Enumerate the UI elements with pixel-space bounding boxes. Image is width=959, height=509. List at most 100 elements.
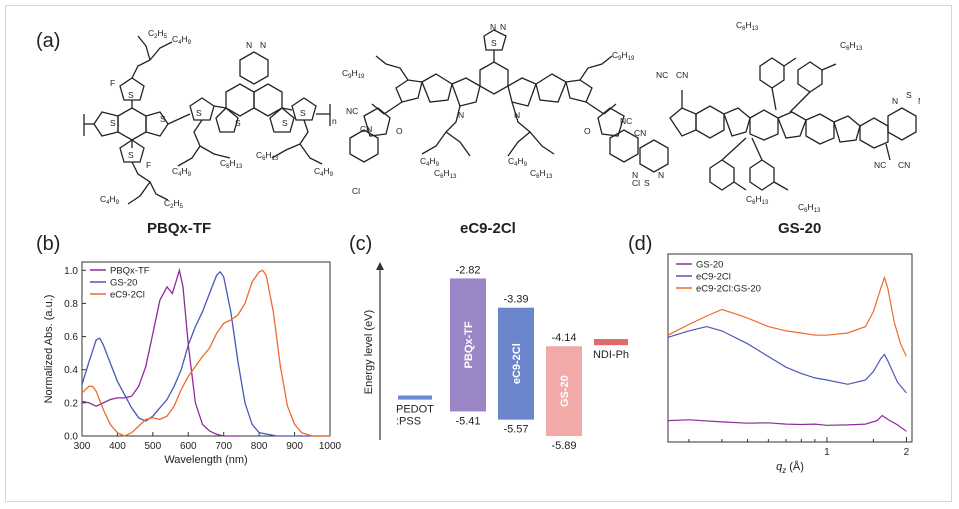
legend-label-d: eC9-2Cl:GS-20 [696,284,761,295]
box-name-label: GS-20 [559,375,571,407]
energy-axis-arrow [376,262,384,270]
x-axis-label-b: Wavelength (nm) [164,454,247,466]
svg-text:C4H9: C4H9 [508,156,528,168]
box-name-label: NDI-Ph [593,349,629,361]
x-tick-label-b: 1000 [319,441,342,452]
y-tick-label-b: 0.2 [64,398,78,409]
svg-text:F: F [146,160,151,170]
y-tick-label-b: 0.0 [64,432,78,443]
svg-text:NC: NC [346,106,358,116]
svg-text:S: S [235,118,241,128]
svg-text:S: S [644,178,650,188]
energy-box-ec9-2cl [498,307,534,420]
energy-box-gs-20 [546,346,582,437]
svg-text:C4H9: C4H9 [420,156,440,168]
svg-text:NC: NC [620,116,632,126]
y-tick-label-b: 1.0 [64,266,78,277]
svg-text:S: S [128,150,134,160]
x-tick-label-d: 2 [904,447,910,458]
x-tick-label-b: 300 [74,441,91,452]
legend-label-b: eC9-2Cl [110,290,145,301]
svg-text:NC: NC [874,160,886,170]
svg-text:N: N [918,96,920,106]
molecule-name-pbqx-tf: PBQx-TF [147,220,212,237]
series-line-d-ec9-2cl-gs-20 [667,275,907,357]
svg-text:O: O [396,126,403,136]
svg-text:N: N [658,170,664,180]
energy-box-ndi-ph [594,339,628,346]
x-tick-label-b: 400 [109,441,126,452]
legend-label-d: GS-20 [696,260,723,271]
molecule-name-gs-20: GS-20 [778,220,822,237]
series-line-pbqx-tf [81,267,242,437]
structure-gs-20 [639,57,917,191]
homo-label: -5.89 [551,440,576,452]
svg-text:C4H9: C4H9 [172,34,192,46]
legend-label-b: PBQx-TF [110,266,150,277]
x-tick-label-b: 900 [286,441,303,452]
x-tick-label-b: 700 [215,441,232,452]
svg-text:S: S [491,38,497,48]
svg-text:N: N [632,170,638,180]
svg-text:N: N [458,110,464,120]
y-tick-label-b: 0.8 [64,299,78,310]
svg-text:N: N [500,22,506,32]
svg-text:NC: NC [656,70,668,80]
x-axis-label-d: qz (Å) [776,460,804,475]
svg-text:n: n [332,116,337,126]
svg-text:C4H9: C4H9 [100,194,120,206]
box-name-label: PEDOT [396,404,434,416]
box-name-label: PBQx-TF [463,321,475,368]
energy-box-pbqx-tf [450,278,486,412]
svg-text:S: S [110,118,116,128]
series-line-gs-20 [81,270,330,437]
molecule-structures: C2H5 C4H9 F S S S S F C4H9 C2H5 N N S S … [83,20,920,214]
svg-text:Cl: Cl [632,178,640,188]
svg-text:O: O [584,126,591,136]
molecule-name-ec9-2cl: eC9-2Cl [460,220,516,237]
x-tick-label-b: 600 [180,441,197,452]
x-tick-label-b: 800 [251,441,268,452]
svg-text:C2H5: C2H5 [164,198,184,210]
svg-text:F: F [110,78,115,88]
legend-label-d: eC9-2Cl [696,272,731,283]
x-tick-label-d: 1 [824,447,830,458]
svg-text:N: N [260,40,266,50]
panel-label-d: (d) [628,233,653,255]
svg-text:CN: CN [360,124,372,134]
lumo-label: -2.82 [455,264,480,276]
x-tick-label-b: 500 [145,441,162,452]
energy-box-pedot-pss [398,395,432,400]
homo-label: -5.57 [503,424,528,436]
svg-text:N: N [514,110,520,120]
svg-text:CN: CN [634,128,646,138]
svg-text:C4H9: C4H9 [314,166,334,178]
svg-text:S: S [282,118,288,128]
box-name-label: :PSS [396,416,421,428]
y-tick-label-b: 0.6 [64,332,78,343]
series-line-d-ec9-2cl [667,325,907,394]
lumo-label: -4.14 [551,332,576,344]
panel-label-c: (c) [349,233,373,255]
series-line-ec9-2cl [81,269,330,437]
legend-label-b: GS-20 [110,278,137,289]
homo-label: -5.41 [455,415,480,427]
panel-label-a: (a) [36,30,61,52]
panel-label-b: (b) [36,233,61,255]
svg-text:N: N [246,40,252,50]
svg-text:S: S [160,114,166,124]
svg-text:CN: CN [676,70,688,80]
lumo-label: -3.39 [503,294,528,306]
box-name-label: eC9-2Cl [511,343,523,384]
svg-text:S: S [128,90,134,100]
y-tick-label-b: 0.4 [64,365,78,376]
svg-text:C4H9: C4H9 [172,166,192,178]
figure-frame [5,5,952,502]
structure-pbqx-tf [83,35,331,205]
y-axis-label-b: Normalized Abs. (a.u.) [43,295,55,404]
svg-text:N: N [892,96,898,106]
plot-frame-b [81,261,331,437]
